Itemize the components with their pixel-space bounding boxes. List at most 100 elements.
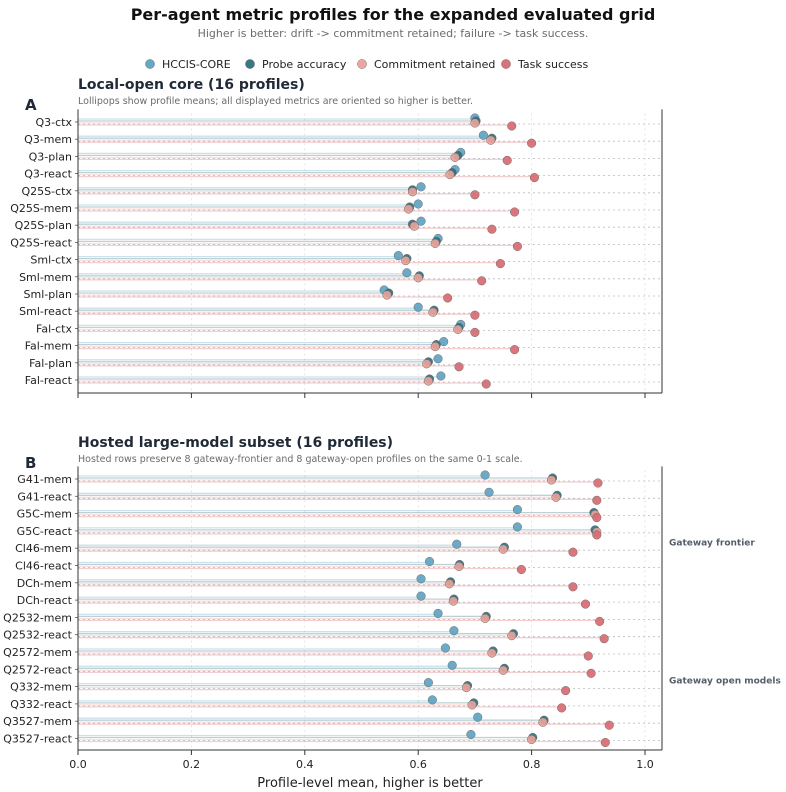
legend-label-probe: Probe accuracy [262, 58, 347, 71]
point-task [507, 121, 517, 131]
point-hccis [512, 522, 522, 532]
panel-b-title: Hosted large-model subset (16 profiles) [78, 435, 393, 451]
point-task [527, 138, 537, 148]
point-commitment [448, 596, 458, 606]
row-label: DCh-react [17, 594, 73, 607]
row-label: G5C-react [17, 525, 73, 538]
xtick-label: 0.6 [409, 758, 427, 771]
point-task [592, 513, 602, 523]
point-commitment [486, 135, 496, 145]
point-task [583, 651, 593, 661]
panel-b-subtitle: Hosted rows preserve 8 gateway-frontier … [78, 454, 523, 465]
point-task [592, 530, 602, 540]
point-commitment [401, 256, 411, 266]
point-commitment [507, 631, 517, 641]
point-task [600, 737, 610, 748]
point-task [529, 173, 539, 183]
point-task [595, 616, 605, 626]
row-label: Fal-mem [25, 340, 72, 353]
row-label: Fal-ctx [36, 322, 72, 335]
point-hccis [466, 729, 476, 740]
legend-label-task: Task success [517, 58, 589, 71]
point-commitment [461, 683, 471, 693]
point-task [604, 720, 614, 730]
point-commitment [498, 665, 508, 675]
xtick-label: 0.4 [296, 758, 314, 771]
row-label: Sml-ctx [30, 254, 72, 267]
point-commitment [551, 492, 561, 502]
point-task [568, 547, 578, 557]
panel-a: Local-open core (16 profiles) Lollipops s… [10, 77, 663, 398]
point-hccis [447, 660, 457, 670]
point-commitment [407, 187, 418, 197]
point-task [477, 276, 487, 286]
row-label: Q25S-ctx [22, 185, 73, 198]
point-hccis [416, 182, 426, 192]
point-hccis [413, 199, 423, 209]
point-task [516, 564, 526, 575]
point-task [512, 241, 522, 251]
point-commitment [404, 204, 414, 214]
legend-marker-probe [245, 59, 255, 69]
row-label: Fal-plan [29, 357, 72, 370]
point-commitment [487, 648, 497, 658]
xtick-label: 0.0 [69, 758, 87, 771]
point-hccis [423, 678, 433, 688]
row-label: Q3527-react [3, 733, 72, 746]
row-label: G41-react [17, 490, 72, 503]
row-label: Fal-react [25, 374, 73, 387]
point-task [510, 345, 520, 355]
chart-subtitle: Higher is better: drift -> commitment re… [198, 27, 589, 40]
row-label: Q332-mem [10, 681, 72, 694]
point-task [586, 668, 596, 678]
panel-a-subtitle: Lollipops show profile means; all displa… [78, 96, 473, 107]
point-commitment [527, 734, 537, 745]
row-label: Q25S-plan [15, 219, 72, 232]
xtick-label: 0.2 [183, 758, 201, 771]
point-hccis [484, 487, 494, 497]
row-label: DCh-mem [17, 577, 72, 590]
row-label: Q25S-mem [10, 202, 72, 215]
legend-label-commitment: Commitment retained [374, 58, 495, 71]
point-commitment [445, 170, 455, 180]
point-task [568, 582, 578, 592]
x-axis-label: Profile-level mean, higher is better [257, 776, 483, 791]
row-label: Sml-plan [24, 288, 73, 301]
point-hccis [427, 695, 437, 705]
point-commitment [467, 700, 477, 710]
point-hccis [433, 608, 443, 618]
point-task [470, 327, 480, 337]
point-hccis [433, 354, 443, 364]
point-hccis [393, 251, 403, 261]
row-label: Q2572-react [3, 663, 72, 676]
point-task [580, 599, 591, 609]
xtick-label: 1.0 [636, 758, 654, 771]
chart-title: Per-agent metric profiles for the expand… [131, 5, 656, 24]
xtick-label: 0.8 [523, 758, 541, 771]
row-label: Sml-mem [19, 271, 72, 284]
row-label: G5C-mem [17, 508, 72, 521]
point-hccis [402, 268, 412, 278]
point-task [470, 190, 480, 200]
point-commitment [382, 290, 392, 300]
point-hccis [449, 626, 459, 636]
point-hccis [424, 556, 435, 567]
point-task [495, 259, 505, 269]
point-hccis [436, 371, 446, 381]
row-label: Q3-plan [29, 150, 72, 163]
point-commitment [444, 579, 454, 589]
legend-marker-commitment [357, 59, 367, 69]
point-task [443, 293, 453, 303]
point-commitment [470, 118, 480, 128]
point-hccis [512, 505, 522, 515]
row-label: Q2532-mem [3, 611, 72, 624]
legend: HCCIS-CORE Probe accuracy Commitment retai… [145, 58, 589, 71]
group-label: Gateway frontier [669, 538, 755, 548]
point-hccis [440, 643, 450, 653]
point-hccis [416, 574, 426, 584]
panel-a-title: Local-open core (16 profiles) [78, 77, 305, 93]
point-commitment [430, 238, 440, 248]
point-hccis [452, 539, 462, 549]
legend-marker-hccis [145, 59, 155, 69]
